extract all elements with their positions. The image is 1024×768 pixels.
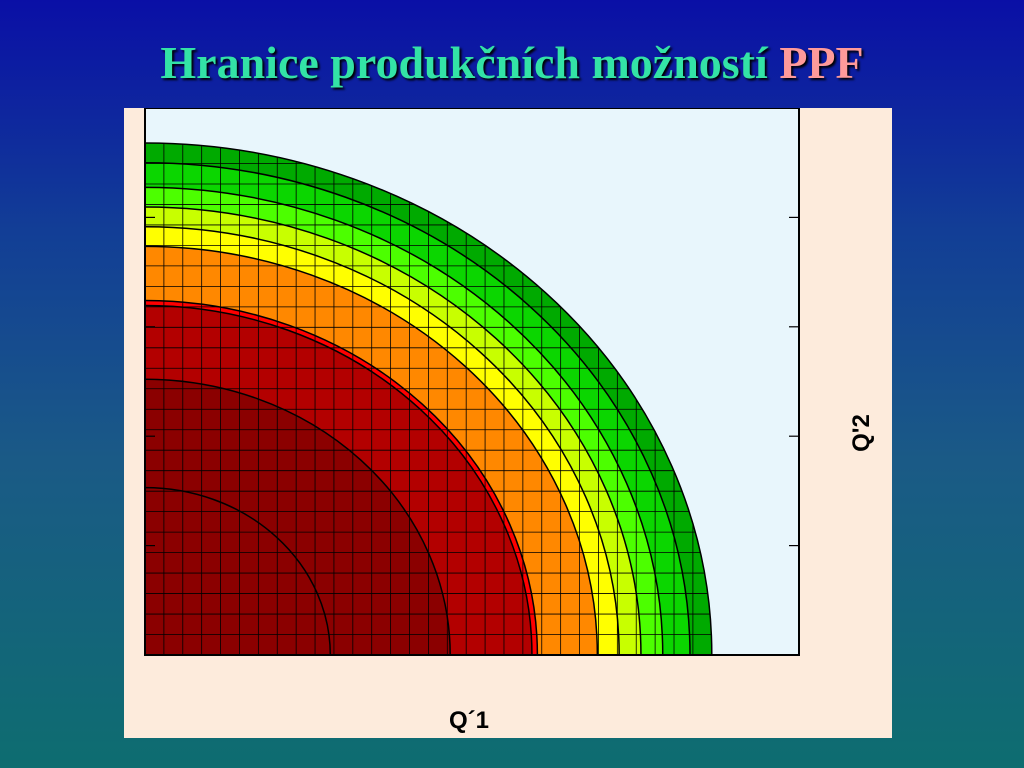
contour-line-9 xyxy=(145,378,451,655)
ppf-chart: Q´1 Q'2 xyxy=(144,108,875,734)
chart-figure: Q´1 Q'2 xyxy=(124,108,892,738)
contour-line-6 xyxy=(145,245,599,655)
contour-line-3 xyxy=(145,186,664,655)
contour-line-4 xyxy=(145,206,642,655)
contour-line-1 xyxy=(145,142,713,655)
contour-line-2 xyxy=(145,161,691,655)
plot-frame xyxy=(144,108,800,656)
contour-line-10 xyxy=(145,486,332,655)
contour-line-group xyxy=(145,142,713,655)
x-axis-label: Q´1 xyxy=(449,707,489,734)
tick-group xyxy=(145,216,799,547)
slide-title-main: Hranice produkčních možností xyxy=(160,37,780,88)
contour-line-8 xyxy=(145,304,533,655)
contour-line-7 xyxy=(145,299,539,655)
contour-band-10 xyxy=(145,487,331,655)
slide-title-accent: PPF xyxy=(779,37,864,88)
slide-title: Hranice produkčních možností PPF xyxy=(0,34,1024,92)
y-axis-label: Q'2 xyxy=(848,414,875,452)
contour-line-5 xyxy=(145,225,620,655)
